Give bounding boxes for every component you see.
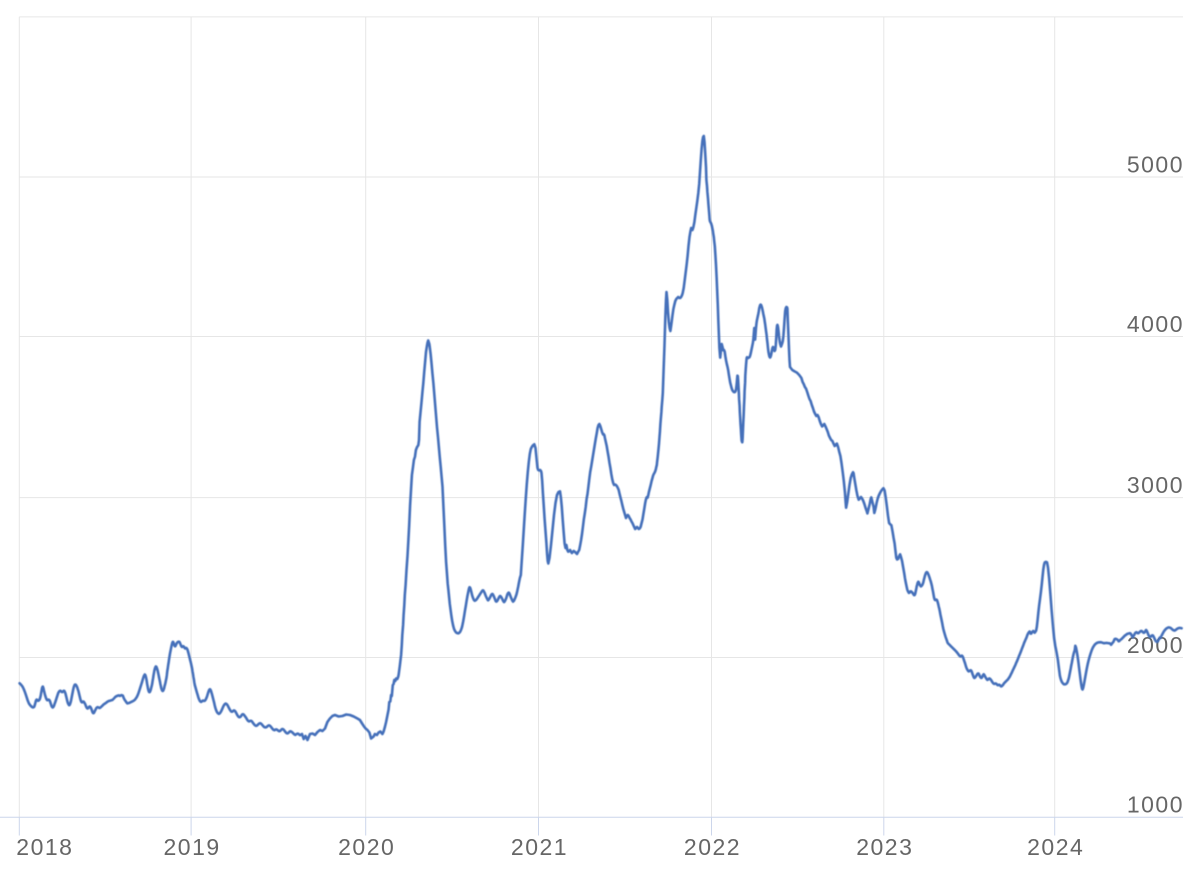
svg-text:5000: 5000 [1127,151,1184,177]
svg-text:2023: 2023 [856,834,913,860]
svg-text:3000: 3000 [1127,472,1184,498]
svg-text:1000: 1000 [1127,792,1184,818]
svg-text:2018: 2018 [16,834,73,860]
svg-text:2020: 2020 [338,834,395,860]
svg-text:2022: 2022 [684,834,741,860]
svg-text:4000: 4000 [1127,311,1184,337]
svg-text:2000: 2000 [1127,632,1184,658]
svg-text:2019: 2019 [164,834,221,860]
svg-text:2021: 2021 [511,834,568,860]
svg-text:2024: 2024 [1027,834,1084,860]
